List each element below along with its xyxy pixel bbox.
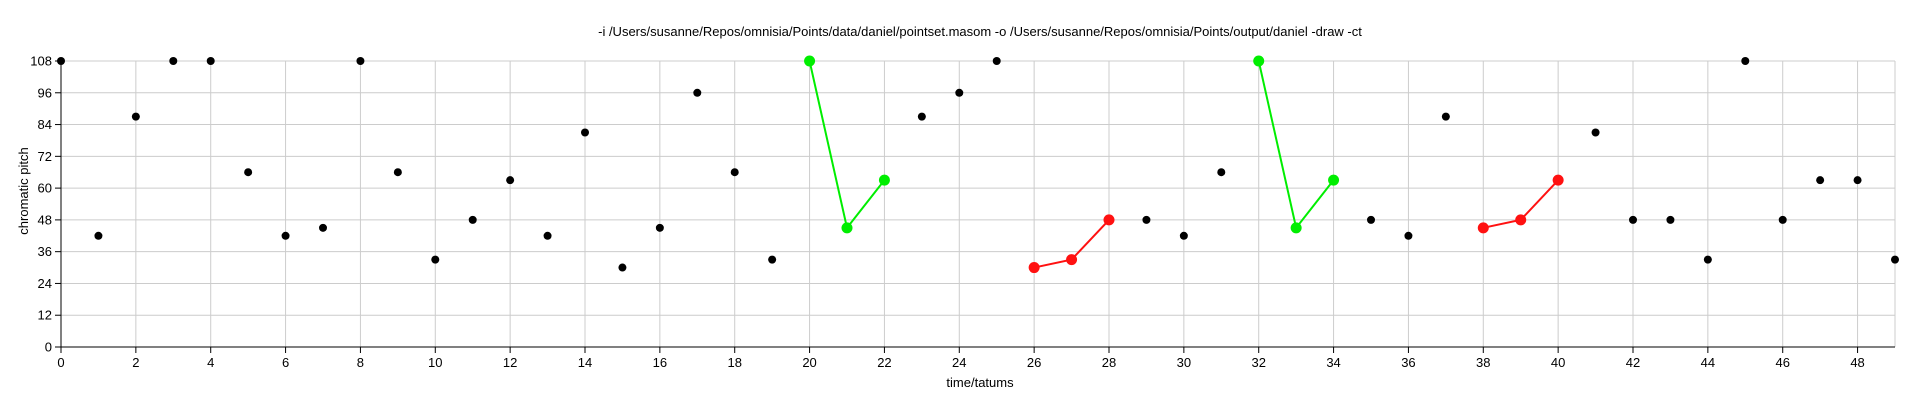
- data-point: [506, 176, 515, 185]
- pattern-point: [1515, 214, 1527, 226]
- data-point: [917, 112, 926, 121]
- data-point: [1367, 215, 1375, 224]
- data-point: [1142, 215, 1151, 224]
- data-point: [1703, 255, 1712, 264]
- data-point: [169, 57, 178, 65]
- x-tick-label: 28: [1102, 355, 1116, 370]
- data-point: [955, 88, 964, 97]
- y-tick-label: 96: [38, 85, 52, 100]
- pattern-point: [1253, 55, 1265, 67]
- x-tick-label: 24: [952, 355, 966, 370]
- data-point: [281, 231, 290, 240]
- x-tick-label: 6: [282, 355, 289, 370]
- pattern-point: [804, 55, 816, 67]
- x-tick-label: 14: [578, 355, 592, 370]
- data-point: [1816, 176, 1825, 185]
- y-axis-label: chromatic pitch: [16, 147, 31, 234]
- y-tick-label: 108: [30, 54, 52, 69]
- axes: [60, 61, 1895, 348]
- x-tick-label: 8: [357, 355, 364, 370]
- data-point: [730, 168, 739, 177]
- y-tick-label: 36: [38, 244, 52, 259]
- data-point: [244, 168, 253, 177]
- x-tick-label: 22: [877, 355, 891, 370]
- x-tick-label: 0: [57, 355, 64, 370]
- pattern-point: [1066, 254, 1078, 266]
- pattern-point: [1028, 262, 1040, 274]
- y-tick-label: 84: [38, 117, 52, 132]
- pattern-line: [1257, 60, 1335, 231]
- pattern-point: [1552, 174, 1564, 186]
- data-point: [393, 168, 402, 177]
- x-tick-label: 32: [1251, 355, 1265, 370]
- x-tick-label: 46: [1775, 355, 1789, 370]
- data-point: [1404, 231, 1413, 240]
- chart-title: -i /Users/susanne/Repos/omnisia/Points/d…: [598, 24, 1362, 39]
- data-point: [206, 57, 215, 65]
- x-tick-label: 38: [1476, 355, 1490, 370]
- x-tick-label: 10: [428, 355, 442, 370]
- x-tick-label: 26: [1027, 355, 1041, 370]
- x-tick-label: 2: [132, 355, 139, 370]
- y-tick-label: 48: [38, 212, 52, 227]
- pattern-point: [1290, 222, 1302, 234]
- pattern-line: [808, 60, 886, 231]
- x-tick-label: 16: [653, 355, 667, 370]
- data-point: [131, 112, 140, 121]
- pattern-point: [841, 222, 853, 234]
- data-point: [1179, 231, 1188, 240]
- x-tick-label: 42: [1626, 355, 1640, 370]
- y-tick-label: 12: [38, 308, 52, 323]
- y-tick-label: 0: [45, 340, 52, 355]
- data-point: [319, 223, 327, 232]
- x-tick-label: 34: [1326, 355, 1340, 370]
- data-point: [1778, 215, 1787, 224]
- x-tick-label: 4: [207, 355, 214, 370]
- x-tick-label: 48: [1850, 355, 1864, 370]
- data-point: [543, 231, 552, 240]
- data-point: [1853, 176, 1862, 185]
- data-point: [468, 215, 477, 224]
- y-tick-label: 72: [38, 149, 52, 164]
- data-point: [431, 255, 440, 264]
- x-tick-label: 36: [1401, 355, 1415, 370]
- data-point: [618, 263, 627, 272]
- data-point: [581, 128, 589, 137]
- y-tick-label: 24: [38, 276, 52, 291]
- data-point: [356, 57, 365, 65]
- pattern-point: [878, 174, 890, 186]
- data-point: [1666, 215, 1675, 224]
- data-point: [1891, 255, 1899, 264]
- data-point: [1591, 128, 1600, 137]
- grid: [61, 60, 1896, 347]
- x-tick-label: 44: [1701, 355, 1715, 370]
- data-point: [1217, 168, 1226, 177]
- data-point: [1441, 112, 1450, 121]
- x-tick-label: 12: [503, 355, 517, 370]
- data-point: [693, 88, 702, 97]
- data-point: [655, 223, 664, 232]
- x-tick-label: 30: [1177, 355, 1191, 370]
- pattern-point: [1103, 214, 1115, 226]
- pattern-point: [1477, 222, 1489, 234]
- x-tick-label: 40: [1551, 355, 1565, 370]
- y-tick-label: 60: [38, 181, 52, 196]
- data-point: [94, 231, 103, 240]
- data-point: [1741, 57, 1750, 65]
- x-tick-label: 20: [802, 355, 816, 370]
- data-point: [768, 255, 777, 264]
- data-point: [992, 57, 1001, 65]
- data-point: [1629, 215, 1637, 224]
- data-point: [57, 57, 65, 65]
- x-axis-label: time/tatums: [946, 375, 1014, 390]
- x-tick-label: 18: [727, 355, 741, 370]
- data-points: [57, 55, 1899, 274]
- pattern-point: [1328, 174, 1340, 186]
